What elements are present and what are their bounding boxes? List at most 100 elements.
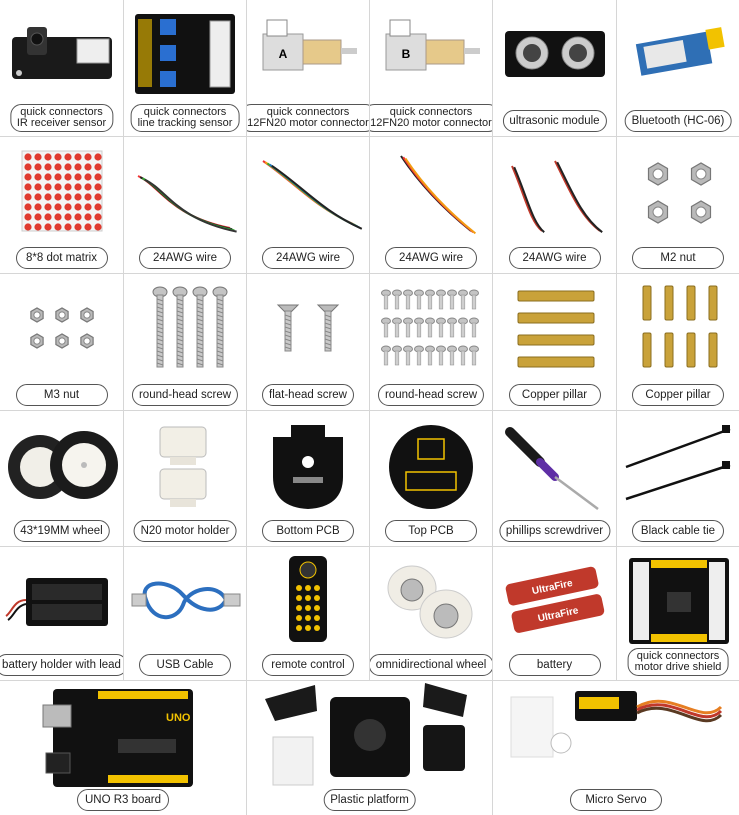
motor-connector-b-label-line-2: 12FN20 motor connector	[370, 117, 492, 129]
copper-pillar-2-image	[617, 274, 739, 382]
omnidirectional-wheel-label-line-1: omnidirectional wheel	[375, 659, 487, 671]
wire-1-image	[124, 137, 246, 245]
copper-pillar-1-label: Copper pillar	[508, 384, 601, 406]
omnidirectional-wheel-image	[370, 547, 492, 652]
top-pcb-label-line-1: Top PCB	[408, 525, 454, 537]
cable-tie-label-line-1: Black cable tie	[640, 525, 716, 537]
svg-text:A: A	[279, 47, 288, 61]
motor-connector-b-label-line-1: quick connectors	[389, 106, 473, 118]
cell-screwdriver: phillips screwdriver	[493, 411, 616, 546]
bottom-pcb-label: Bottom PCB	[262, 520, 354, 542]
m3-nut-image	[0, 274, 123, 382]
dot-matrix-label-line-1: 8*8 dot matrix	[26, 252, 97, 264]
cell-copper-pillar-2: Copper pillar	[617, 274, 739, 410]
cell-motor-drive-shield: quick connectors motor drive shield	[617, 547, 739, 680]
cell-bluetooth-module: Bluetooth (HC-06)	[617, 0, 739, 136]
cell-battery-holder: battery holder with lead	[0, 547, 123, 680]
motor-drive-shield-label-line-2: motor drive shield	[634, 661, 722, 673]
m3-nut-label-line-1: M3 nut	[43, 389, 80, 401]
cell-remote-control: remote control	[247, 547, 369, 680]
cell-micro-servo: Micro Servo	[493, 681, 739, 815]
micro-servo-label-line-1: Micro Servo	[585, 794, 647, 806]
copper-pillar-2-label-line-1: Copper pillar	[645, 389, 711, 401]
battery-label-line-1: battery	[536, 659, 573, 671]
cell-copper-pillar-1: Copper pillar	[493, 274, 616, 410]
wire-2-label: 24AWG wire	[262, 247, 354, 269]
cell-round-head-screw-2: round-head screw	[370, 274, 492, 410]
motor-holder-label-line-1: N20 motor holder	[140, 525, 230, 537]
cell-wheel: 43*19MM wheel	[0, 411, 123, 546]
round-head-screw-1-label-line-1: round-head screw	[138, 389, 232, 401]
motor-drive-shield-label-line-1: quick connectors	[636, 650, 720, 662]
bluetooth-module-label-line-1: Bluetooth (HC-06)	[631, 115, 725, 127]
micro-servo-image	[493, 681, 739, 787]
wire-2-label-line-1: 24AWG wire	[275, 252, 341, 264]
screwdriver-label: phillips screwdriver	[498, 520, 611, 542]
battery-image: UltraFire UltraFire	[493, 547, 616, 652]
m2-nut-image	[617, 137, 739, 245]
line-tracking-sensor-label-line-2: line tracking sensor	[137, 117, 233, 129]
bottom-pcb-image	[247, 411, 369, 518]
battery-holder-label-line-1: battery holder with lead	[2, 659, 121, 671]
cell-m3-nut: M3 nut	[0, 274, 123, 410]
cell-battery: UltraFire UltraFire battery	[493, 547, 616, 680]
wire-3-label: 24AWG wire	[385, 247, 477, 269]
screwdriver-image	[493, 411, 616, 518]
dot-matrix-label: 8*8 dot matrix	[15, 247, 108, 269]
flat-head-screw-label: flat-head screw	[262, 384, 354, 406]
cell-ir-receiver-sensor: quick connectors IR receiver sensor	[0, 0, 123, 136]
motor-holder-label: N20 motor holder	[133, 520, 237, 542]
round-head-screw-2-image	[370, 274, 492, 382]
wire-1-label-line-1: 24AWG wire	[152, 252, 218, 264]
dot-matrix-image	[0, 137, 123, 245]
copper-pillar-1-label-line-1: Copper pillar	[521, 389, 588, 401]
m2-nut-label: M2 nut	[632, 247, 724, 269]
motor-connector-b-label: quick connectors 12FN20 motor connector	[370, 104, 492, 132]
ultrasonic-module-label: ultrasonic module	[502, 110, 607, 132]
motor-drive-shield-label: quick connectors motor drive shield	[627, 648, 729, 676]
uno-r3-board-label: UNO R3 board	[77, 789, 169, 811]
round-head-screw-2-label: round-head screw	[377, 384, 485, 406]
battery-holder-label: battery holder with lead	[0, 654, 123, 676]
round-head-screw-2-label-line-1: round-head screw	[384, 389, 478, 401]
remote-control-label: remote control	[262, 654, 354, 676]
wire-2-image	[247, 137, 369, 245]
screwdriver-label-line-1: phillips screwdriver	[505, 525, 604, 537]
motor-connector-a-image: A	[247, 0, 369, 108]
plastic-platform-image	[247, 681, 492, 787]
wire-1-label: 24AWG wire	[139, 247, 231, 269]
round-head-screw-1-image	[124, 274, 246, 382]
wire-3-image	[370, 137, 492, 245]
round-head-screw-1-label: round-head screw	[131, 384, 239, 406]
cell-plastic-platform: Plastic platform	[247, 681, 492, 815]
wire-3-label-line-1: 24AWG wire	[398, 252, 464, 264]
m3-nut-label: M3 nut	[15, 384, 108, 406]
battery-holder-image	[0, 547, 123, 652]
line-tracking-sensor-label: quick connectors line tracking sensor	[130, 104, 240, 132]
motor-connector-a-label-line-2: 12FN20 motor connector	[247, 117, 369, 129]
uno-r3-board-label-line-1: UNO R3 board	[84, 794, 162, 806]
cell-line-tracking-sensor: quick connectors line tracking sensor	[124, 0, 246, 136]
plastic-platform-label: Plastic platform	[323, 789, 416, 811]
cable-tie-image	[617, 411, 739, 518]
wire-4-image	[493, 137, 616, 245]
uno-r3-board-image: UNO	[0, 681, 246, 787]
cell-dot-matrix: 8*8 dot matrix	[0, 137, 123, 273]
usb-cable-label-line-1: USB Cable	[156, 659, 214, 671]
cell-wire-2: 24AWG wire	[247, 137, 369, 273]
cell-cable-tie: Black cable tie	[617, 411, 739, 546]
top-pcb-label: Top PCB	[385, 520, 477, 542]
remote-control-label-line-1: remote control	[271, 659, 345, 671]
copper-pillar-1-image	[493, 274, 616, 382]
bluetooth-module-label: Bluetooth (HC-06)	[624, 110, 732, 132]
copper-pillar-2-label: Copper pillar	[632, 384, 724, 406]
ir-receiver-sensor-label-line-1: quick connectors	[20, 106, 103, 118]
usb-cable-image	[124, 547, 246, 652]
ir-receiver-sensor-label: quick connectors IR receiver sensor	[9, 104, 114, 132]
motor-connector-a-label: quick connectors 12FN20 motor connector	[247, 104, 369, 132]
cell-flat-head-screw: flat-head screw	[247, 274, 369, 410]
ultrasonic-module-label-line-1: ultrasonic module	[509, 115, 600, 127]
